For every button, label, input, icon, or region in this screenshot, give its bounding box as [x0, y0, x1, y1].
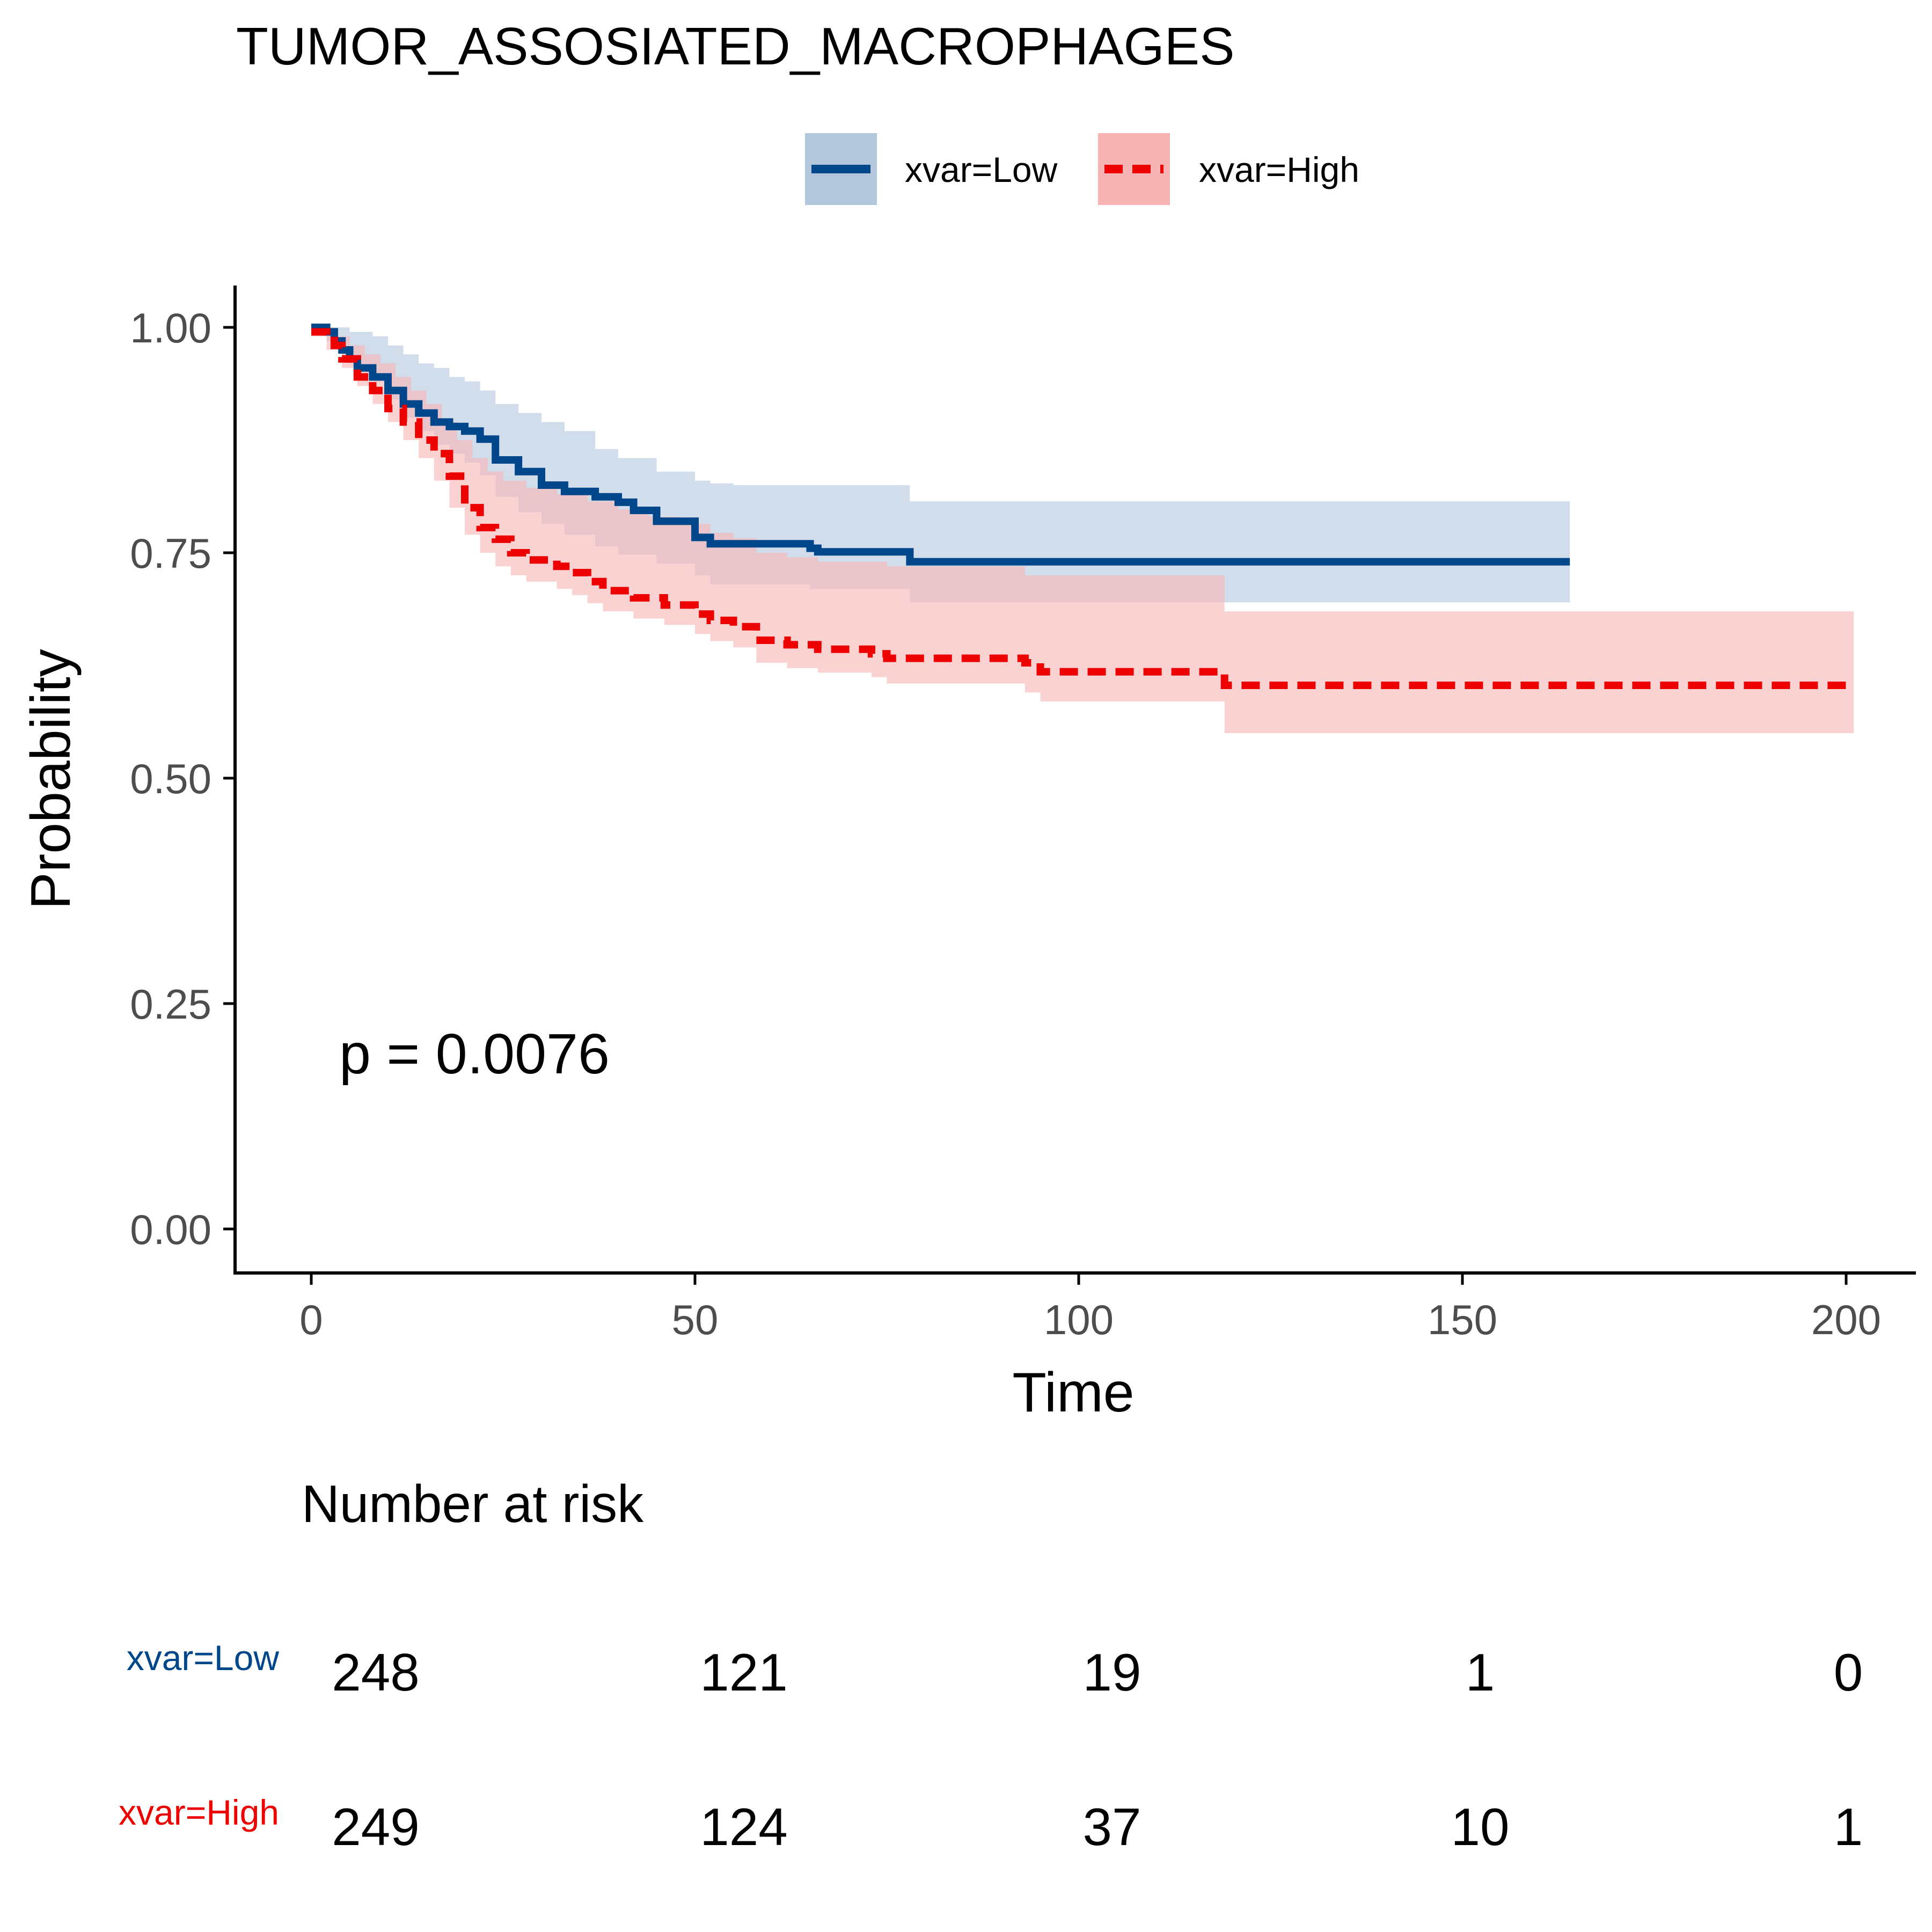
x-tick-label: 150	[1428, 1296, 1497, 1343]
y-tick-label: 0.75	[130, 530, 211, 577]
x-tick-label: 0	[299, 1296, 323, 1343]
risk-row-label-high: xvar=High	[119, 1792, 279, 1832]
legend-label-low: xvar=Low	[905, 150, 1058, 189]
risk-table-title: Number at risk	[302, 1474, 644, 1533]
x-tick-label: 50	[672, 1296, 719, 1343]
risk-count: 37	[1082, 1797, 1141, 1856]
risk-count: 248	[332, 1643, 420, 1702]
risk-count: 1	[1466, 1643, 1495, 1702]
confidence-band-high	[311, 327, 1854, 733]
risk-count: 0	[1834, 1643, 1863, 1702]
y-axis-title: Probability	[20, 649, 82, 910]
survival-curves	[311, 324, 1854, 689]
y-tick-label: 1.00	[130, 304, 211, 352]
x-ticks: 0 50 100 150 200	[299, 1273, 1881, 1343]
y-tick-label: 0.00	[130, 1206, 211, 1253]
risk-count: 121	[700, 1643, 788, 1702]
legend-label-high: xvar=High	[1199, 150, 1359, 189]
x-axis-title: Time	[1012, 1362, 1134, 1424]
x-tick-label: 200	[1811, 1296, 1881, 1343]
chart-title: TUMOR_ASSOSIATED_MACROPHAGES	[236, 17, 1235, 76]
y-ticks: 0.00 0.25 0.50 0.75 1.00	[130, 304, 235, 1253]
risk-count: 249	[332, 1797, 420, 1856]
x-tick-label: 100	[1044, 1296, 1114, 1343]
risk-row-label-low: xvar=Low	[127, 1638, 280, 1678]
risk-count: 19	[1082, 1643, 1141, 1702]
p-value-annotation: p = 0.0076	[339, 1022, 610, 1086]
y-tick-label: 0.25	[130, 980, 211, 1028]
risk-count: 10	[1451, 1797, 1509, 1856]
risk-count: 124	[700, 1797, 788, 1856]
survival-curve-high	[311, 328, 1854, 689]
y-tick-label: 0.50	[130, 755, 211, 802]
legend: xvar=Low xvar=High	[805, 133, 1359, 205]
risk-count: 1	[1834, 1797, 1863, 1856]
confidence-bands	[311, 327, 1854, 733]
